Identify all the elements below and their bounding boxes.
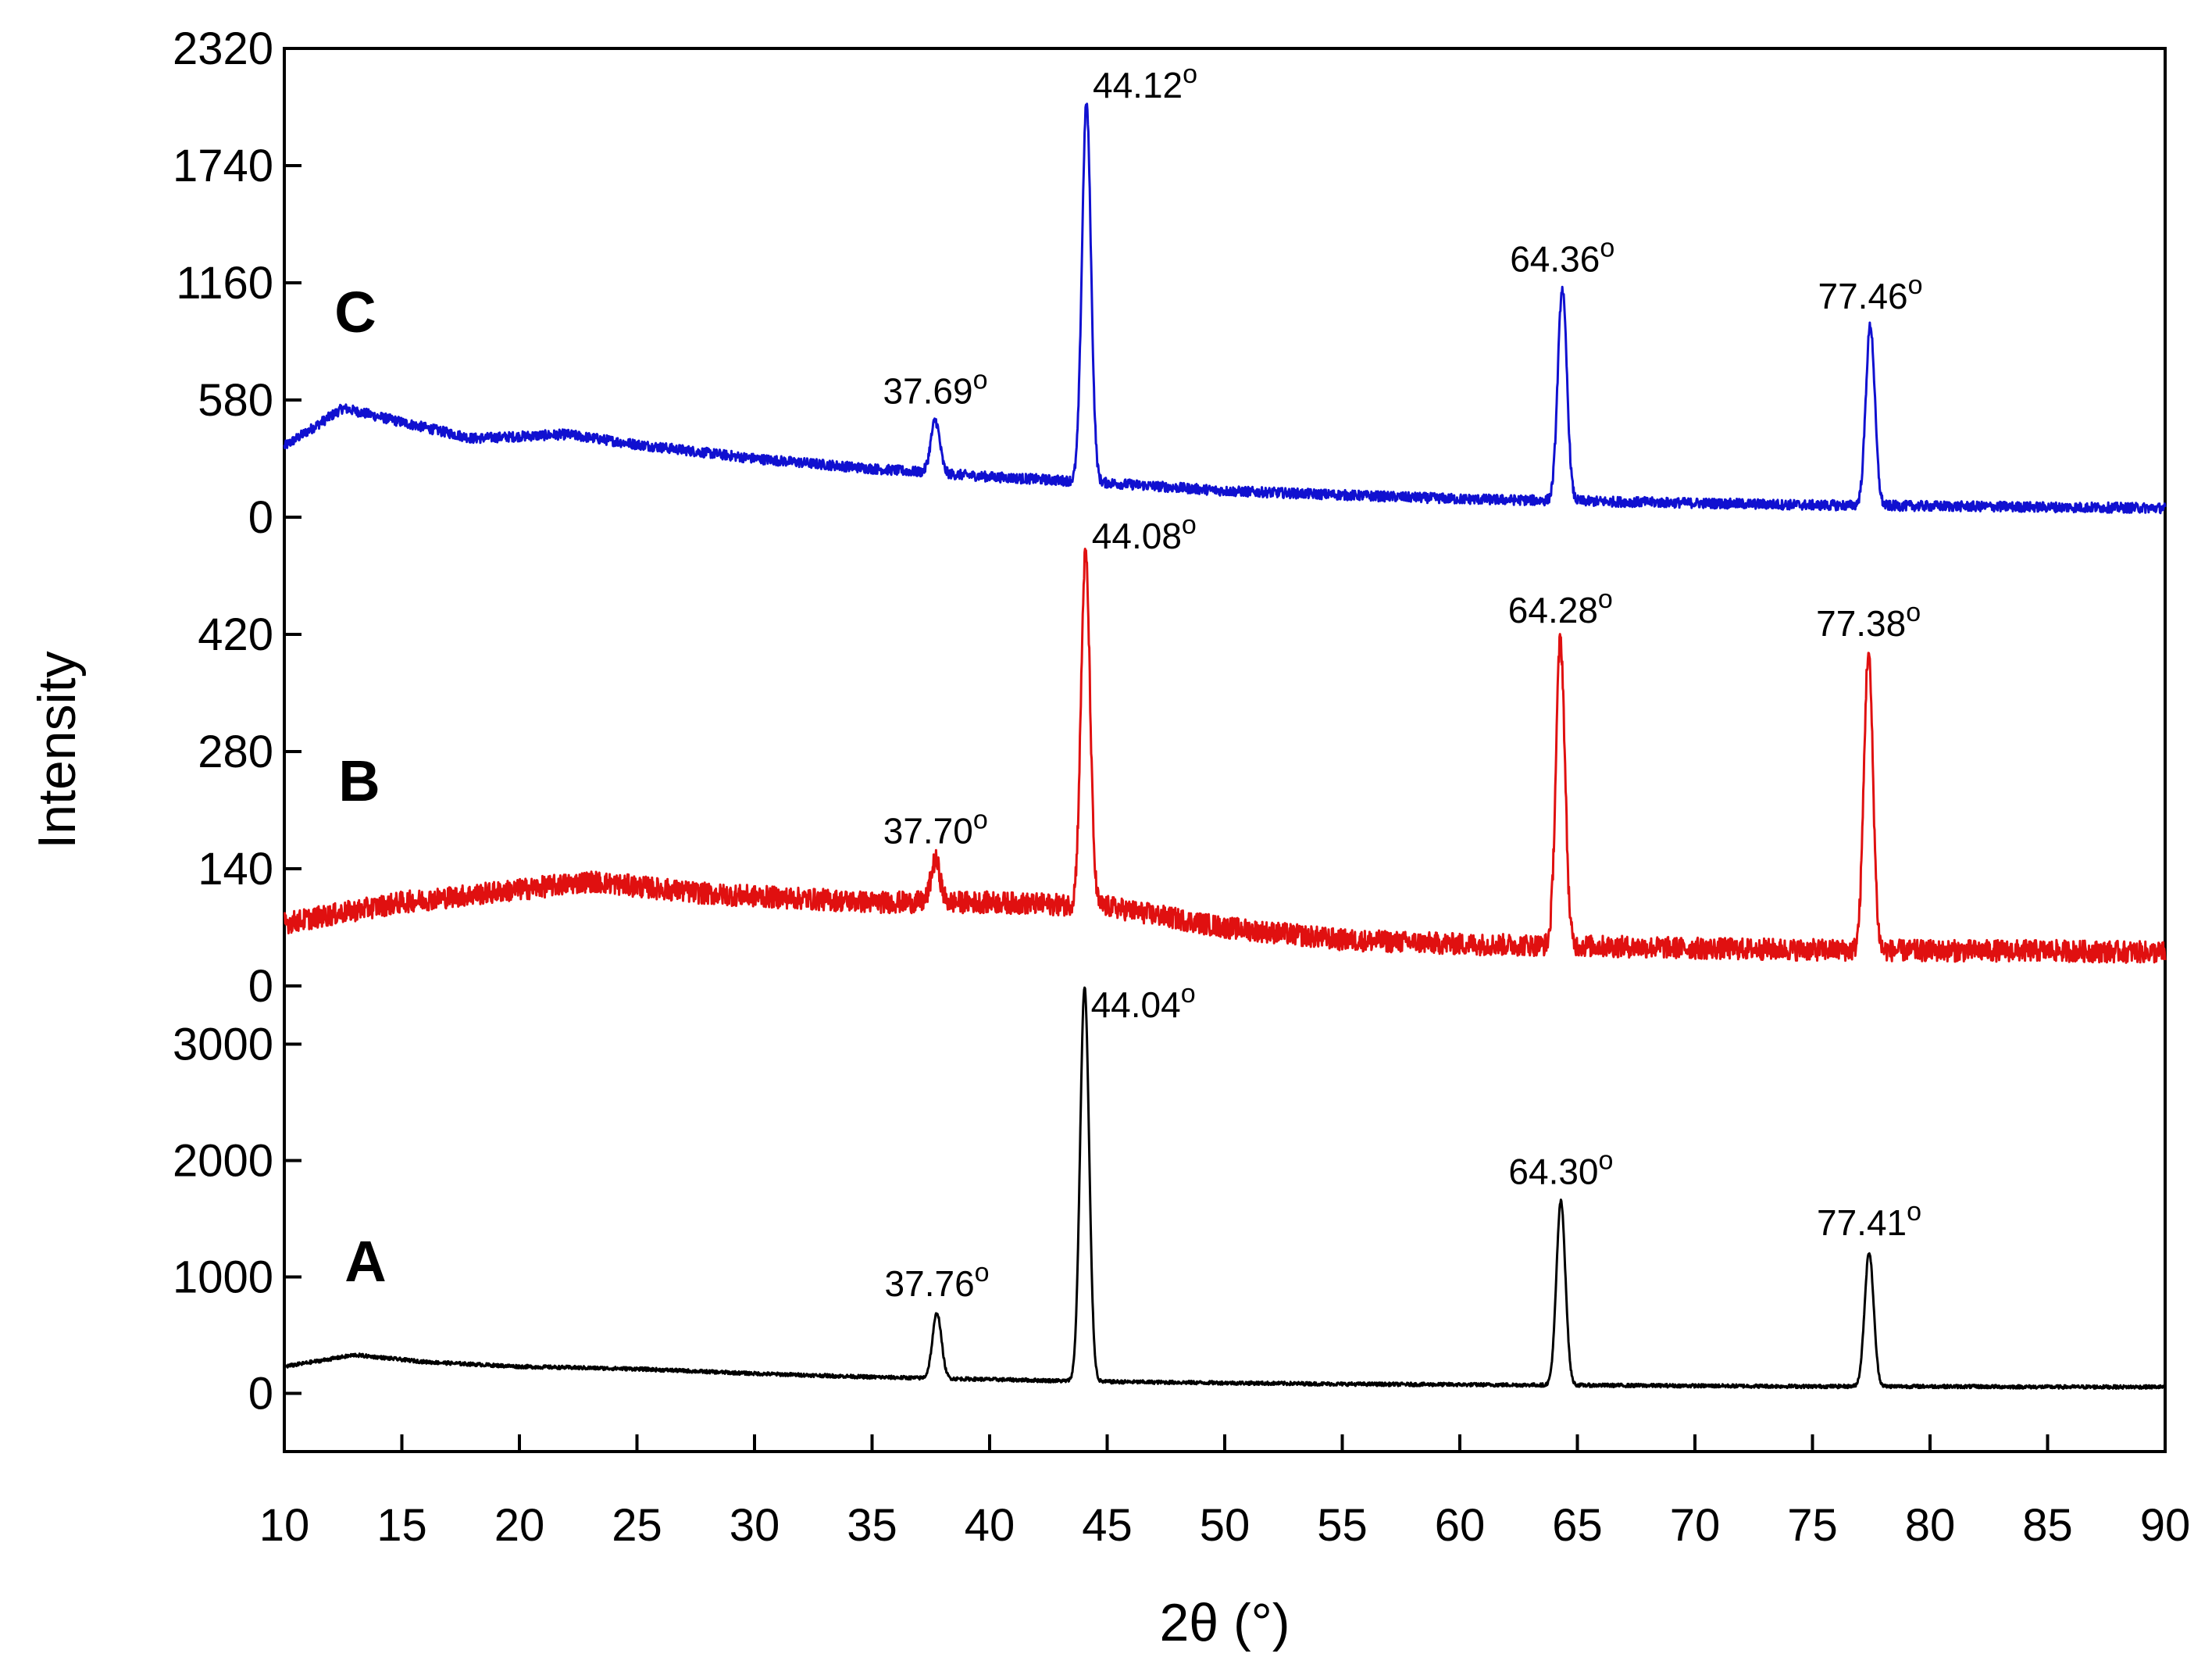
peak-label: 77.46o [1818,270,1923,316]
x-tick-label: 40 [965,1500,1015,1551]
peak-label-degree: o [1906,598,1921,627]
x-tick-label: 50 [1200,1500,1250,1551]
peak-label-degree: o [1600,233,1614,262]
peak-label-value: 44.12 [1093,65,1183,105]
x-tick-label: 60 [1435,1500,1486,1551]
peak-label-degree: o [975,1258,990,1288]
peak-label: 37.70o [883,805,988,851]
panel-letter: C [334,280,376,345]
panel-letter: A [344,1229,386,1294]
panel-C: 058011601740232037.69o44.12o64.36o77.46o… [173,23,2167,543]
peak-label: 37.76o [885,1258,990,1304]
peak-label: 44.12o [1093,59,1197,105]
peak-label-value: 77.38 [1816,603,1906,644]
peak-label: 64.36o [1510,233,1614,279]
panels: 058011601740232037.69o44.12o64.36o77.46o… [173,23,2167,1420]
peak-label-value: 64.30 [1508,1152,1598,1192]
y-tick-label: 0 [248,961,273,1012]
x-axis-title: 2θ (°) [1159,1593,1290,1652]
y-tick-label: 1160 [176,258,273,309]
peak-label-value: 44.04 [1091,984,1181,1025]
x-tick-label: 70 [1670,1500,1721,1551]
series-line-A [283,986,2167,1390]
peak-label-degree: o [1599,1146,1614,1176]
x-tick-label: 20 [494,1500,545,1551]
peak-label-degree: o [1182,510,1197,540]
y-tick-label: 140 [198,844,273,895]
peak-label-value: 37.69 [883,370,972,411]
peak-label-value: 64.36 [1510,238,1600,279]
peak-label: 77.38o [1816,598,1921,644]
peak-label-degree: o [1181,979,1196,1009]
y-tick-label: 280 [198,727,273,777]
peak-label-value: 77.41 [1817,1202,1907,1243]
peak-label-degree: o [1907,1197,1921,1227]
x-tick-label: 80 [1905,1500,1956,1551]
panel-letter: B [338,748,380,813]
y-axis-title: Intensity [27,651,87,848]
peak-label: 44.04o [1091,979,1196,1025]
x-tick-label: 85 [2022,1500,2073,1551]
peak-label-value: 44.08 [1092,516,1182,556]
x-tick-label: 10 [259,1500,310,1551]
peak-label-value: 77.46 [1818,276,1908,316]
x-tick-label: 35 [847,1500,897,1551]
x-tick-label: 15 [376,1500,427,1551]
peak-label-value: 64.28 [1508,590,1598,630]
y-tick-label: 0 [248,492,273,543]
y-tick-label: 420 [198,609,273,660]
peak-label: 77.41o [1817,1197,1921,1243]
x-tick-label: 45 [1082,1500,1133,1551]
peak-label-value: 37.70 [883,810,973,851]
series-line-B [283,548,2167,964]
peak-label: 64.28o [1508,584,1613,630]
series-line-C [283,102,2167,515]
y-tick-label: 3000 [173,1020,273,1070]
y-tick-label: 1740 [173,141,273,191]
peak-label-degree: o [973,365,988,395]
peak-label-value: 37.76 [885,1263,975,1304]
x-tick-label: 55 [1317,1500,1368,1551]
x-tick-label: 25 [612,1500,662,1551]
x-tick-label: 30 [730,1500,780,1551]
y-tick-label: 2000 [173,1136,273,1187]
peak-label: 64.30o [1508,1146,1613,1192]
peak-label-degree: o [973,805,988,834]
x-tick-label: 65 [1552,1500,1603,1551]
y-tick-label: 2320 [173,23,273,74]
y-tick-label: 580 [198,375,273,426]
peak-label: 44.08o [1092,510,1197,556]
peak-label-degree: o [1598,584,1613,614]
x-axis: 10 15 20 25 30 35 40 45 50 55 60 65 70 75 80 85 90 [259,1434,2191,1551]
x-tick-label: 75 [1787,1500,1838,1551]
x-tick-label: 90 [2140,1500,2191,1551]
peak-label-degree: o [1183,59,1197,89]
y-tick-label: 1000 [173,1252,273,1303]
y-tick-label: 0 [248,1369,273,1420]
peak-label: 37.69o [883,365,987,411]
peak-label-degree: o [1908,270,1923,300]
